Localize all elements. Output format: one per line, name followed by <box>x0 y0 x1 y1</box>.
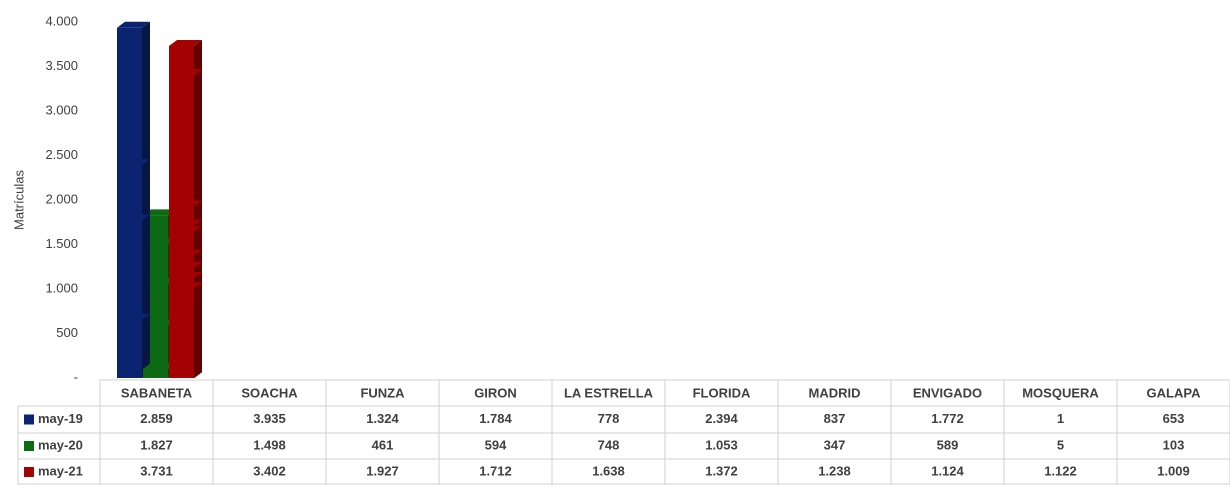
legend-label: may-19 <box>38 411 83 426</box>
bar-top <box>169 249 202 256</box>
table-value: 347 <box>824 437 846 452</box>
bar-top <box>117 21 150 28</box>
y-tick-label: - <box>74 369 78 384</box>
bar-top <box>117 158 150 165</box>
table-value: 1.009 <box>1157 463 1190 478</box>
table-value: 461 <box>372 437 394 452</box>
table-value: 778 <box>598 411 620 426</box>
bar-top <box>169 200 202 207</box>
table-value: 3.731 <box>140 463 173 478</box>
table-value: 2.859 <box>140 411 173 426</box>
table-value: 1.124 <box>931 463 964 478</box>
table-value: 1.122 <box>1044 463 1077 478</box>
bar-side <box>194 282 202 378</box>
y-tick-label: 2.500 <box>45 147 78 162</box>
legend-label: may-20 <box>38 437 83 452</box>
bar-side <box>142 313 150 378</box>
table-value: 1.772 <box>931 411 964 426</box>
x-tick-label: GIRON <box>474 385 517 400</box>
x-tick-label: GALAPA <box>1147 385 1202 400</box>
table-value: 748 <box>598 437 620 452</box>
table-value: 1.784 <box>479 411 512 426</box>
table-value: 1.498 <box>253 437 286 452</box>
x-tick-label: MOSQUERA <box>1022 385 1099 400</box>
bar-top <box>143 209 176 216</box>
bar-top <box>143 238 176 245</box>
bar-top <box>169 39 202 46</box>
bar-top <box>143 278 176 285</box>
table-value: 3.402 <box>253 463 286 478</box>
bar-top <box>169 272 202 279</box>
legend-label: may-21 <box>38 463 83 478</box>
bar-top <box>117 214 150 221</box>
table-value: 1.238 <box>818 463 851 478</box>
bar-top <box>143 319 176 326</box>
y-tick-label: 500 <box>56 325 78 340</box>
table-value: 1.827 <box>140 437 173 452</box>
bar-top <box>169 282 202 289</box>
table-value: 1.053 <box>705 437 738 452</box>
bar <box>169 288 194 378</box>
table-value: 1.372 <box>705 463 738 478</box>
y-tick-label: 3.000 <box>45 102 78 117</box>
x-tick-label: FUNZA <box>360 385 405 400</box>
table-value: 594 <box>485 437 507 452</box>
y-tick-label: 1.000 <box>45 280 78 295</box>
table-value: 2.394 <box>705 411 738 426</box>
bar-top <box>169 226 202 233</box>
x-tick-label: FLORIDA <box>693 385 751 400</box>
bar-top <box>169 219 202 226</box>
table-value: 3.935 <box>253 411 286 426</box>
x-tick-label: MADRID <box>809 385 861 400</box>
bar <box>143 368 168 378</box>
x-tick-label: SOACHA <box>241 385 298 400</box>
legend-swatch <box>24 467 34 477</box>
bar-top <box>143 362 176 369</box>
table-value: 1 <box>1057 411 1064 426</box>
table-value: 589 <box>937 437 959 452</box>
y-axis-label: Matrículas <box>11 170 26 230</box>
table-value: 1.927 <box>366 463 399 478</box>
table-value: 1.638 <box>592 463 625 478</box>
x-tick-label: LA ESTRELLA <box>564 385 654 400</box>
table-value: 1.324 <box>366 411 399 426</box>
x-tick-label: ENVIGADO <box>913 385 982 400</box>
y-tick-label: 4.000 <box>45 13 78 28</box>
table-value: 1.712 <box>479 463 512 478</box>
table-value: 103 <box>1163 437 1185 452</box>
table-value: 5 <box>1057 437 1064 452</box>
y-tick-label: 1.500 <box>45 236 78 251</box>
bar-top <box>117 313 150 320</box>
y-tick-label: 3.500 <box>45 58 78 73</box>
bar-top <box>169 69 202 76</box>
y-tick-label: 2.000 <box>45 191 78 206</box>
legend-swatch <box>24 414 34 425</box>
legend-swatch <box>24 441 34 451</box>
bar-top <box>169 261 202 268</box>
table-value: 837 <box>824 411 846 426</box>
table-value: 653 <box>1163 411 1185 426</box>
x-tick-label: SABANETA <box>121 385 193 400</box>
bar <box>117 319 142 378</box>
